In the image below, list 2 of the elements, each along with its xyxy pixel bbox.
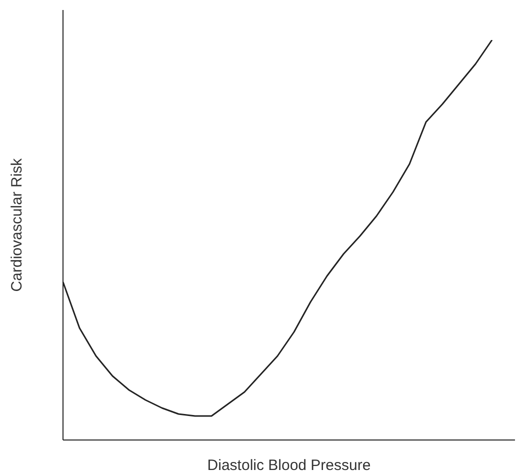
y-axis-title: Cardiovascular Risk [8,158,26,292]
x-axis-title: Diastolic Blood Pressure [207,457,371,472]
